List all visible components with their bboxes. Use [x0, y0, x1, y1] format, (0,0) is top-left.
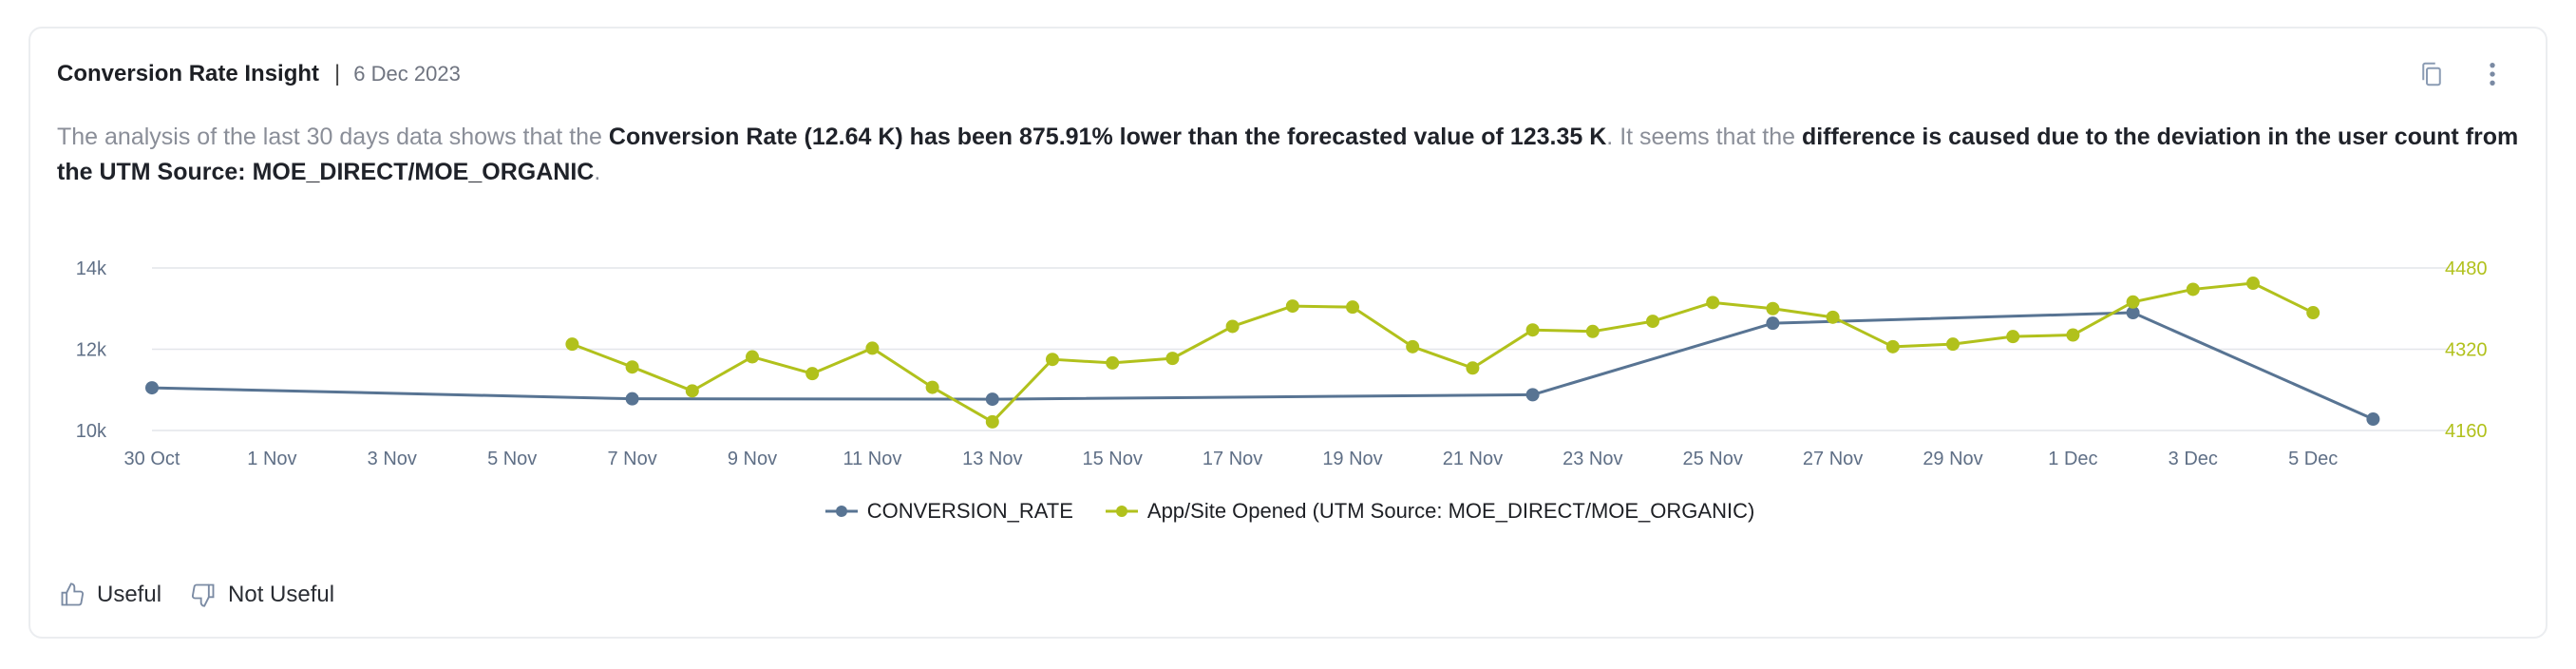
thumbs-up-icon — [61, 583, 85, 606]
data-point — [1826, 310, 1840, 324]
line-chart: 10k 4160 12k 4320 14k 4480 30 Oct 1 Nov 3 Nov 5 N… — [76, 258, 2488, 469]
data-point — [1346, 300, 1359, 315]
card-date: 6 Dec 2023 — [353, 62, 461, 86]
x-tick-label: 5 Nov — [487, 449, 537, 469]
data-point — [1525, 323, 1540, 337]
data-point — [1766, 301, 1780, 315]
data-point — [1585, 324, 1600, 338]
x-tick-label: 13 Nov — [962, 449, 1022, 469]
legend-marker-app-site-opened — [1105, 506, 1138, 517]
data-point — [1106, 355, 1120, 370]
x-tick-label: 29 Nov — [1923, 449, 1982, 469]
data-point — [1466, 361, 1480, 375]
series-line-conversion-rate — [151, 311, 2375, 421]
y-left-tick-label: 14k — [76, 258, 107, 279]
data-point — [2066, 328, 2080, 342]
legend-label-app-site-opened: App/Site Opened (UTM Source: MOE_DIRECT/… — [1146, 499, 1755, 523]
x-tick-label: 17 Nov — [1203, 449, 1262, 469]
header-actions — [2415, 57, 2510, 91]
x-tick-label: 7 Nov — [607, 449, 656, 469]
x-tick-label: 30 Oct — [124, 449, 180, 469]
x-tick-label: 21 Nov — [1443, 449, 1503, 469]
thumbs-down-icon — [192, 583, 215, 607]
data-point — [2006, 330, 2020, 344]
insight-card: Conversion Rate Insight | 6 Dec 2023 The… — [28, 27, 2548, 639]
data-point — [1766, 316, 1780, 331]
data-point — [925, 380, 939, 394]
data-point — [746, 350, 759, 364]
x-tick-label: 5 Dec — [2288, 449, 2338, 469]
data-point — [2126, 306, 2140, 320]
not-useful-button[interactable]: Not Useful — [190, 582, 334, 608]
useful-button[interactable]: Useful — [59, 582, 161, 608]
feedback-bar: Useful Not Useful — [59, 582, 334, 608]
y-right-tick-label: 4480 — [2445, 258, 2488, 279]
desc-text-3: . — [594, 159, 601, 185]
data-point — [805, 367, 820, 381]
x-tick-label: 3 Nov — [368, 449, 417, 469]
more-vertical-icon[interactable] — [2475, 57, 2510, 91]
legend-marker-conversion-rate — [824, 506, 858, 517]
x-tick-label: 3 Dec — [2169, 449, 2218, 469]
x-tick-label: 9 Nov — [728, 449, 777, 469]
data-point — [985, 392, 999, 407]
x-tick-label: 1 Nov — [247, 449, 296, 469]
desc-highlight-1: Conversion Rate (12.64 K) has been 875.9… — [608, 124, 1607, 150]
data-point — [2246, 277, 2260, 291]
chart-legend: CONVERSION_RATE App/Site Opened (UTM Sou… — [30, 499, 2549, 524]
data-point — [1885, 339, 1900, 354]
legend-item-conversion-rate[interactable]: CONVERSION_RATE — [824, 499, 1073, 524]
card-header: Conversion Rate Insight | 6 Dec 2023 — [57, 61, 461, 87]
not-useful-label: Not Useful — [228, 582, 335, 607]
x-tick-label: 25 Nov — [1683, 449, 1743, 469]
data-point — [1165, 352, 1180, 366]
data-point — [1525, 388, 1540, 402]
useful-label: Useful — [97, 582, 162, 607]
card-title: Conversion Rate Insight — [57, 61, 320, 86]
y-right-tick-label: 4320 — [2445, 340, 2488, 361]
x-tick-label: 15 Nov — [1083, 449, 1143, 469]
y-left-tick-label: 12k — [76, 340, 107, 361]
x-tick-label: 23 Nov — [1563, 449, 1622, 469]
data-point — [1225, 319, 1240, 334]
data-point — [1046, 353, 1059, 367]
data-point — [1285, 299, 1299, 314]
data-point — [145, 381, 159, 395]
copy-icon[interactable] — [2415, 57, 2449, 91]
data-point — [2306, 306, 2320, 320]
desc-highlight-2: difference is caused due to the deviatio… — [57, 124, 2519, 185]
x-tick-label: 19 Nov — [1322, 449, 1382, 469]
x-tick-label: 27 Nov — [1803, 449, 1863, 469]
title-separator: | — [334, 61, 341, 86]
series-line-app-site-opened — [571, 281, 2314, 424]
data-point — [625, 360, 639, 374]
legend-item-app-site-opened[interactable]: App/Site Opened (UTM Source: MOE_DIRECT/… — [1105, 499, 1755, 524]
legend-label-conversion-rate: CONVERSION_RATE — [866, 499, 1073, 523]
data-point — [2366, 412, 2380, 427]
x-tick-label: 11 Nov — [843, 449, 901, 469]
insight-description: The analysis of the last 30 days data sh… — [57, 120, 2527, 190]
data-point — [1646, 315, 1659, 329]
x-tick-label: 1 Dec — [2048, 449, 2097, 469]
data-point — [685, 384, 699, 398]
y-right-tick-label: 4160 — [2445, 421, 2488, 442]
desc-text-2: . It seems that the — [1606, 124, 1802, 150]
data-point — [2186, 282, 2200, 296]
data-point — [865, 341, 880, 355]
y-left-tick-label: 10k — [76, 421, 107, 442]
desc-text-1: The analysis of the last 30 days data sh… — [57, 124, 609, 150]
data-point — [625, 392, 639, 406]
data-point — [1406, 339, 1420, 354]
data-point — [565, 337, 579, 352]
data-point — [2126, 295, 2140, 309]
data-point — [985, 414, 999, 429]
data-point — [1706, 296, 1720, 310]
data-point — [1946, 337, 1960, 352]
